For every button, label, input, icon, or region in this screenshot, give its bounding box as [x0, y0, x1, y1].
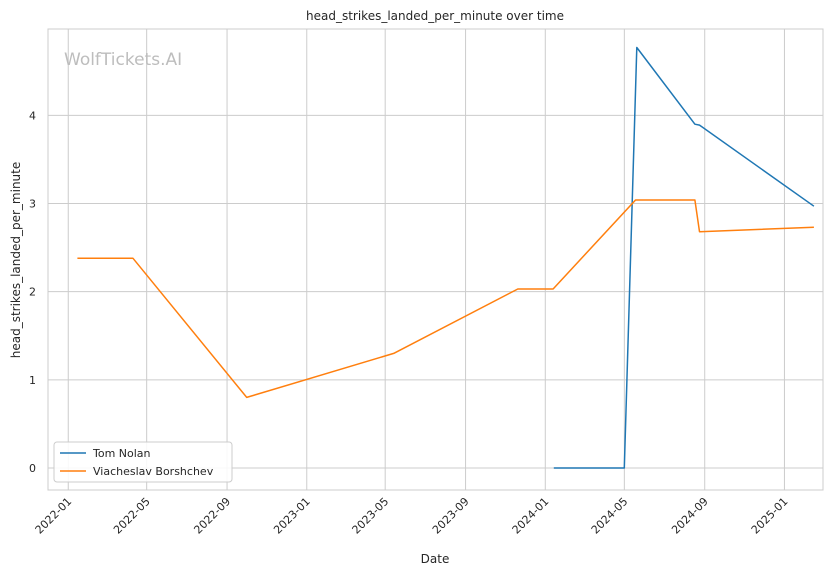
y-axis-label: head_strikes_landed_per_minute [9, 162, 23, 359]
legend-box [53, 441, 233, 483]
legend-label-viacheslav-borshchev: Viacheslav Borshchev [93, 465, 214, 478]
x-tick-label: 2024-01 [510, 495, 552, 537]
watermark: WolfTickets.AI [64, 50, 182, 70]
x-tick-label: 2024-05 [589, 495, 631, 537]
plot-area-frame [47, 28, 824, 491]
x-tick-label: 2023-09 [430, 495, 472, 537]
chart-title: head_strikes_landed_per_minute over time [306, 9, 564, 23]
legend-label-tom-nolan: Tom Nolan [92, 447, 151, 460]
x-tick-label: 2023-05 [350, 495, 392, 537]
y-tick-label: 0 [29, 462, 36, 475]
x-tick-label: 2022-01 [33, 495, 75, 537]
series-line-viacheslav-borshchev [77, 199, 814, 399]
grid-lines [48, 29, 823, 490]
x-tick-label: 2022-05 [111, 495, 153, 537]
y-tick-label: 1 [29, 374, 36, 387]
y-tick-labels: 0 1 2 3 4 [29, 109, 36, 475]
x-tick-labels: 2022-01 2022-05 2022-09 2023-01 2023-05 2023-… [33, 495, 791, 537]
x-tick-label: 2022-09 [191, 495, 233, 537]
series-lines [77, 46, 815, 469]
x-tick-label: 2023-01 [271, 495, 313, 537]
x-axis-label: Date [421, 552, 450, 566]
y-tick-label: 2 [29, 286, 36, 299]
x-tick-label: 2024-09 [669, 495, 711, 537]
legend: Tom Nolan Viacheslav Borshchev [53, 441, 233, 483]
x-tick-label: 2025-01 [749, 495, 791, 537]
series-line-tom-nolan [553, 46, 815, 469]
y-tick-label: 3 [29, 198, 36, 211]
y-tick-label: 4 [29, 109, 36, 122]
